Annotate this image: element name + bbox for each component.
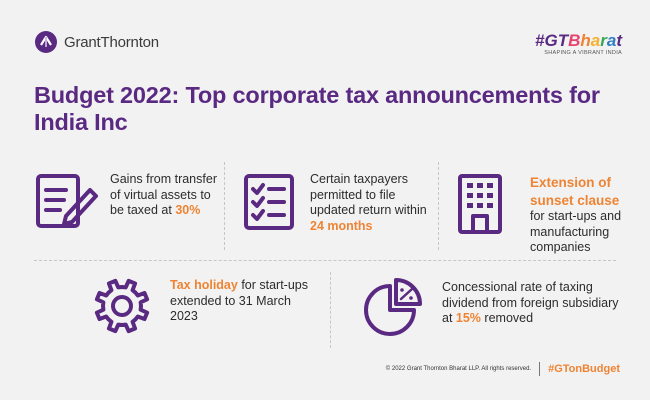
campaign-hashtag-text: #GTBharat bbox=[535, 31, 622, 50]
announcement-card: Gains from transfer of virtual assets to… bbox=[34, 172, 220, 230]
building-icon bbox=[458, 174, 502, 234]
grant-thornton-logo-icon bbox=[35, 31, 57, 53]
pie-percent-icon bbox=[364, 278, 422, 336]
footer-hashtag: #GTonBudget bbox=[548, 363, 620, 375]
divider bbox=[438, 162, 439, 250]
divider bbox=[539, 362, 541, 376]
divider bbox=[34, 260, 616, 261]
card-text: Concessional rate of taxing dividend fro… bbox=[442, 280, 619, 325]
campaign-tagline: SHAPING A VIBRANT INDIA bbox=[544, 50, 622, 56]
copyright: © 2022 Grant Thornton Bharat LLP. All ri… bbox=[385, 366, 532, 372]
card-text: Certain taxpayers permitted to file upda… bbox=[310, 172, 427, 233]
divider bbox=[224, 162, 225, 250]
announcement-card: Extension of sunset clause for start-ups… bbox=[456, 172, 626, 256]
checklist-icon bbox=[244, 174, 294, 230]
document-pen-icon bbox=[36, 174, 98, 228]
grant-thornton-logo: GrantThornton bbox=[34, 30, 159, 54]
divider bbox=[330, 272, 331, 348]
card-text: Gains from transfer of virtual assets to… bbox=[110, 172, 217, 217]
gear-icon bbox=[94, 278, 150, 334]
campaign-hashtag: #GTBharat bbox=[535, 32, 622, 49]
page-title: Budget 2022: Top corporate tax announcem… bbox=[34, 82, 600, 135]
campaign-tag: #GTBharat SHAPING A VIBRANT INDIA bbox=[535, 32, 622, 56]
brand-name: GrantThornton bbox=[64, 33, 159, 51]
announcement-card: Tax holiday for start-ups extended to 31… bbox=[92, 276, 322, 336]
announcement-card: Certain taxpayers permitted to file upda… bbox=[242, 172, 434, 234]
card-text: Extension of sunset clause for start-ups… bbox=[530, 175, 622, 254]
footer: © 2022 Grant Thornton Bharat LLP. All ri… bbox=[386, 362, 620, 376]
announcement-card: Concessional rate of taxing dividend fro… bbox=[360, 276, 624, 338]
card-text: Tax holiday for start-ups extended to 31… bbox=[170, 278, 309, 323]
